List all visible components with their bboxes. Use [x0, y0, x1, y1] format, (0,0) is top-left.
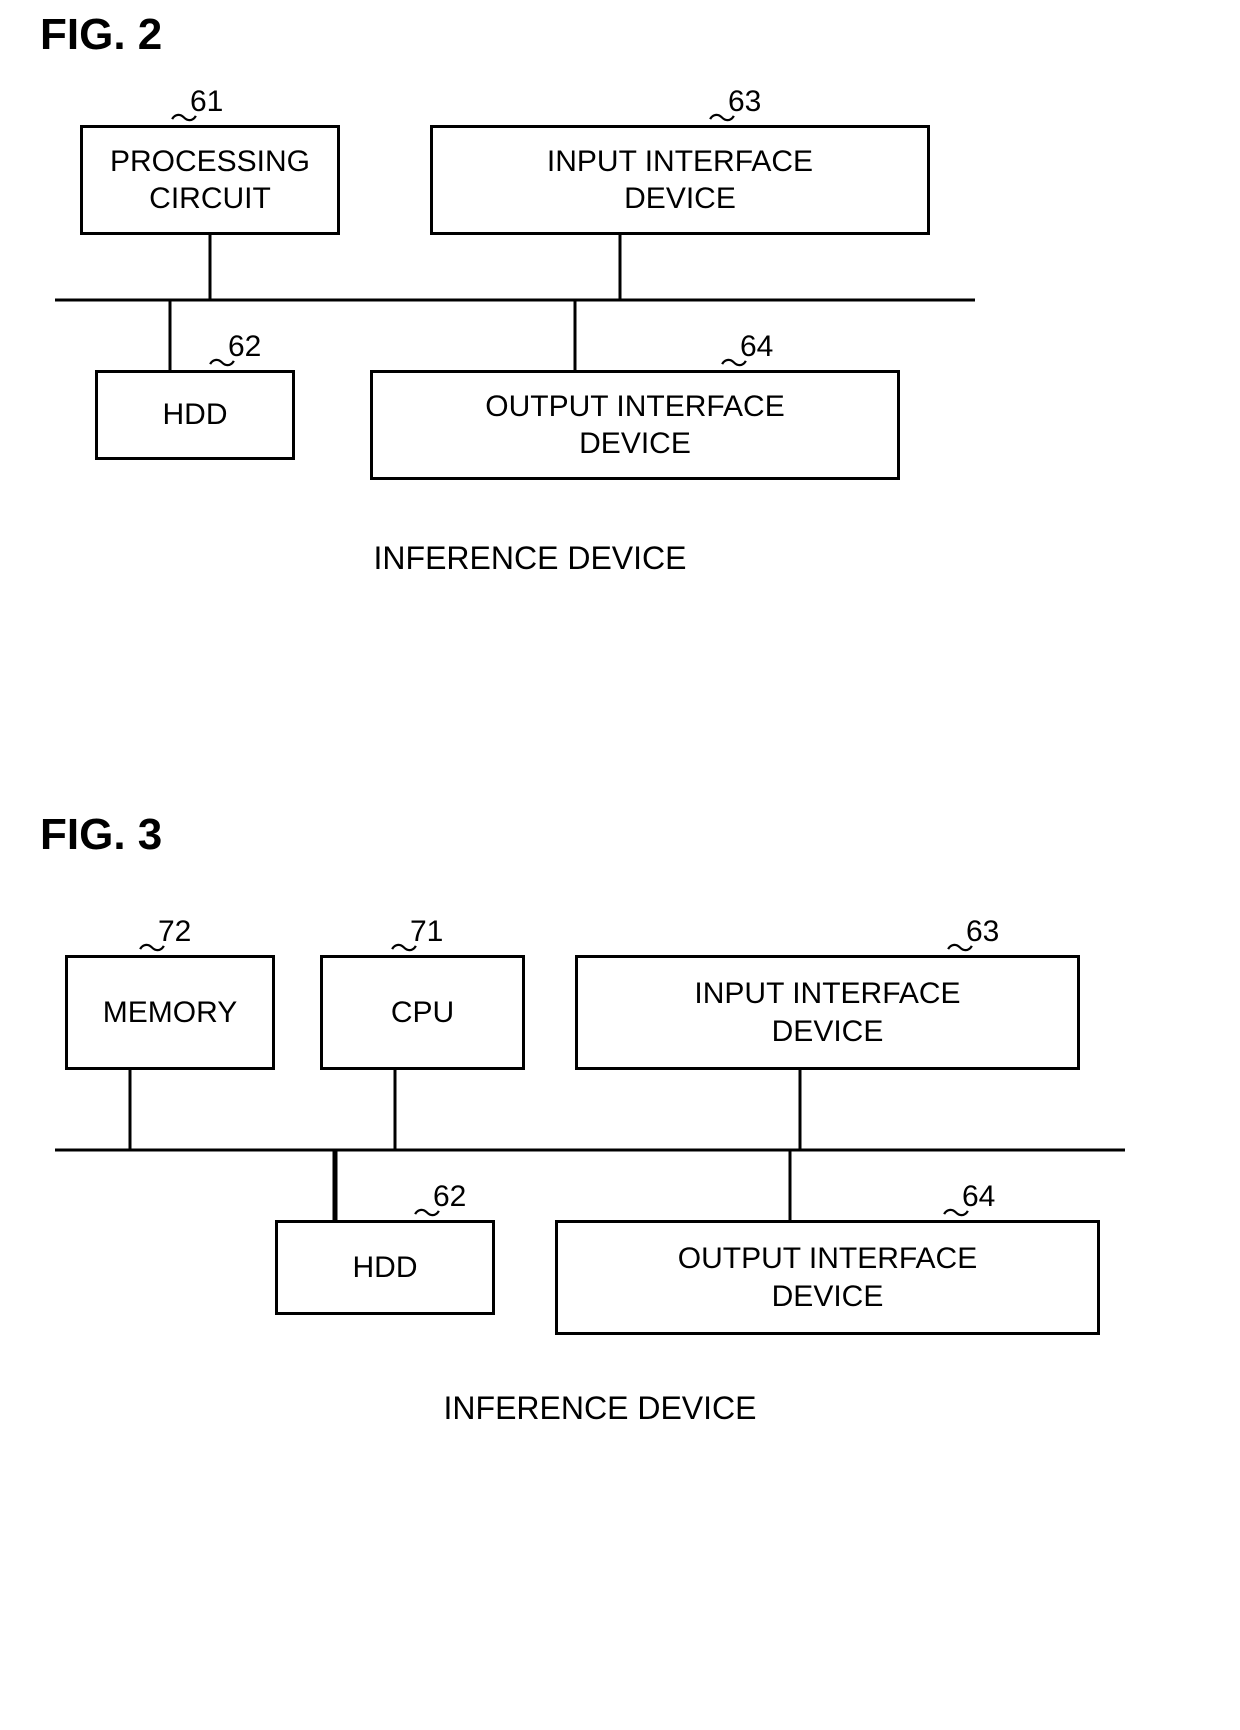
- fig3-lines: [0, 0, 1240, 1730]
- fig3-caption: INFERENCE DEVICE: [400, 1390, 800, 1427]
- page: FIG. 2 61 〜 63 〜 62 〜 64 〜 PROCESSING CI…: [0, 0, 1240, 1730]
